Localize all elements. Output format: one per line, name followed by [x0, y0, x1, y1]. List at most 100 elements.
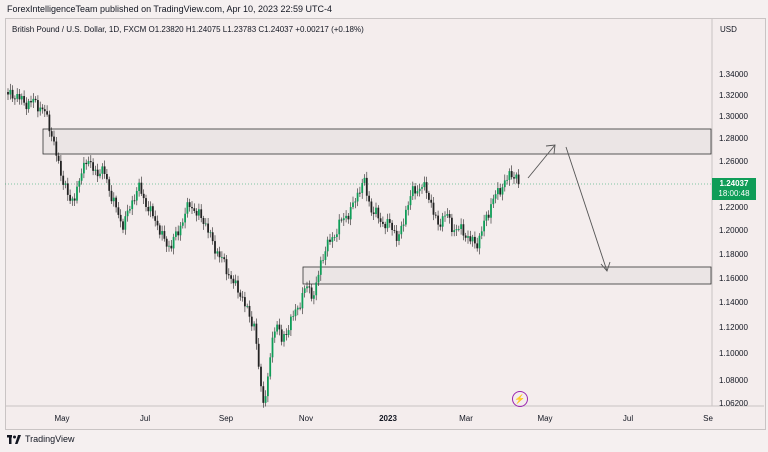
candle-body	[474, 236, 476, 244]
candle-body	[154, 216, 157, 221]
candle-body	[271, 337, 274, 358]
candle-body	[319, 260, 322, 275]
candle-body	[253, 323, 255, 327]
candle-body	[395, 230, 398, 241]
candle-body	[483, 220, 485, 232]
candle-body	[216, 251, 219, 254]
candle-body	[409, 196, 412, 206]
candle-body	[296, 307, 299, 310]
price-label: 1.06200	[719, 399, 748, 408]
price-label: 1.16000	[719, 274, 748, 283]
candle-body	[492, 198, 495, 205]
candle-body	[16, 94, 19, 99]
candle-body	[191, 206, 193, 209]
candle-body	[506, 179, 508, 181]
candle-body	[375, 207, 377, 215]
candle-body	[306, 286, 308, 289]
candle-body	[221, 257, 223, 259]
candle-body	[313, 295, 315, 299]
candle-body	[186, 202, 189, 214]
candle-body	[223, 257, 226, 260]
candle-body	[407, 205, 410, 210]
time-label: May	[54, 414, 70, 423]
candle-body	[200, 209, 203, 219]
candle-body	[60, 160, 62, 176]
projection-down-line	[565, 146, 608, 272]
candle-body	[308, 286, 311, 288]
candle-body	[119, 214, 122, 222]
candle-body	[430, 199, 433, 203]
candle-body	[303, 288, 306, 293]
time-label: Jul	[139, 414, 151, 423]
candle-body	[181, 222, 184, 226]
candle-body	[418, 188, 421, 192]
candle-body	[32, 98, 35, 103]
last-price-tag: 1.24037 18:00:48	[712, 178, 756, 200]
candle-body	[41, 107, 44, 110]
candle-body	[101, 166, 104, 174]
candle-body	[179, 225, 182, 236]
candle-body	[175, 231, 177, 237]
candle-body	[455, 229, 458, 231]
candle-body	[336, 234, 338, 238]
candle-body	[276, 324, 278, 332]
candle-body	[324, 251, 327, 260]
candle-body	[250, 316, 253, 327]
candle-body	[85, 162, 88, 165]
candle-body	[168, 245, 170, 247]
candle-body	[322, 259, 324, 261]
price-label: 1.20000	[719, 226, 748, 235]
currency-label[interactable]: USD	[720, 25, 737, 34]
candle-body	[149, 206, 152, 212]
price-label: 1.18000	[719, 250, 748, 259]
candle-body	[126, 210, 129, 217]
candle-body	[451, 217, 453, 232]
time-label-year: 2023	[379, 414, 397, 423]
candle-body	[513, 177, 515, 179]
price-label: 1.08000	[719, 376, 748, 385]
candle-body	[471, 236, 474, 242]
candle-body	[315, 282, 318, 296]
candle-body	[338, 219, 341, 235]
candle-body	[444, 215, 446, 217]
candle-body	[46, 111, 48, 115]
candle-body	[78, 180, 81, 187]
candle-body	[432, 202, 435, 215]
projection-down-arrowhead	[600, 261, 611, 272]
candle-body	[80, 173, 83, 181]
projection-path	[527, 144, 611, 272]
candle-body	[140, 182, 143, 194]
candle-body	[94, 169, 97, 171]
price-label: 1.22000	[719, 203, 748, 212]
candle-body	[124, 216, 127, 230]
resistance-zone	[42, 128, 712, 155]
candle-body	[246, 305, 249, 307]
candle-body	[372, 212, 375, 215]
candle-body	[340, 219, 343, 221]
candle-body	[510, 171, 513, 178]
candle-body	[352, 202, 354, 208]
candle-body	[96, 169, 99, 177]
lightning-icon[interactable]: ⚡	[512, 391, 528, 407]
candle-body	[301, 292, 304, 309]
candlestick-series	[7, 83, 520, 408]
candle-body	[48, 114, 51, 132]
candle-body	[117, 207, 120, 215]
price-label: 1.12000	[719, 323, 748, 332]
candle-body	[9, 89, 12, 95]
candle-body	[30, 100, 32, 103]
candle-body	[434, 214, 437, 216]
candle-body	[248, 305, 251, 317]
candle-body	[99, 173, 101, 177]
candle-body	[515, 174, 518, 179]
candle-body	[345, 215, 347, 219]
support-zone	[302, 266, 712, 285]
candle-body	[211, 232, 214, 242]
candle-body	[333, 237, 336, 238]
time-label: Mar	[459, 414, 473, 423]
candle-body	[25, 102, 28, 110]
price-label: 1.30000	[719, 112, 748, 121]
candle-body	[423, 182, 426, 188]
candle-body	[66, 183, 69, 195]
